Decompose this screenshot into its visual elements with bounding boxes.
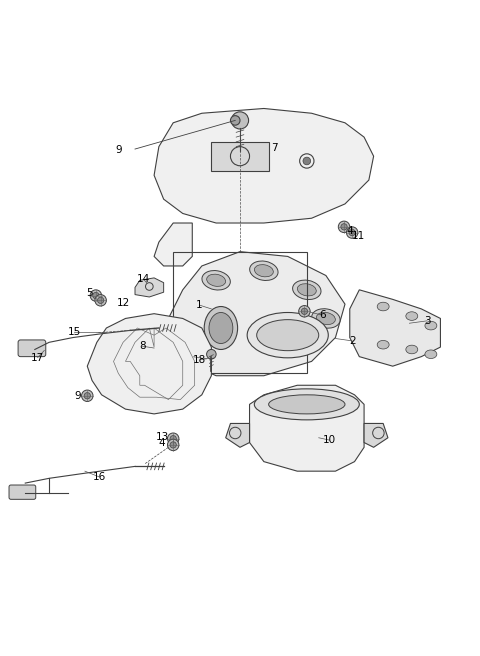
Circle shape — [168, 433, 179, 445]
Text: 12: 12 — [117, 298, 130, 308]
Ellipse shape — [377, 340, 389, 349]
Ellipse shape — [204, 306, 238, 350]
Circle shape — [206, 350, 216, 359]
Text: 3: 3 — [424, 316, 431, 326]
Text: 8: 8 — [139, 341, 145, 351]
Text: 11: 11 — [352, 231, 365, 241]
Circle shape — [299, 306, 310, 317]
Circle shape — [170, 436, 176, 442]
Circle shape — [303, 157, 311, 165]
Circle shape — [301, 308, 308, 314]
Text: 1: 1 — [196, 300, 203, 310]
Text: 7: 7 — [271, 143, 277, 153]
Circle shape — [97, 297, 104, 304]
Ellipse shape — [209, 312, 233, 344]
Bar — [173, 252, 307, 373]
Circle shape — [347, 227, 358, 238]
Circle shape — [95, 295, 107, 306]
Text: 4: 4 — [159, 438, 166, 449]
Polygon shape — [364, 423, 388, 447]
Polygon shape — [168, 252, 345, 376]
Polygon shape — [211, 142, 269, 171]
Ellipse shape — [254, 264, 273, 277]
Circle shape — [170, 441, 176, 448]
Ellipse shape — [207, 274, 226, 287]
Polygon shape — [250, 385, 364, 471]
Ellipse shape — [316, 312, 336, 325]
Ellipse shape — [297, 283, 316, 296]
Circle shape — [90, 290, 102, 301]
Text: 2: 2 — [349, 336, 356, 346]
Circle shape — [338, 221, 350, 233]
FancyBboxPatch shape — [9, 485, 36, 499]
Ellipse shape — [250, 261, 278, 281]
Text: 17: 17 — [31, 352, 44, 363]
Text: 13: 13 — [156, 432, 169, 441]
Polygon shape — [87, 314, 211, 414]
Circle shape — [93, 293, 99, 298]
Ellipse shape — [406, 312, 418, 320]
Circle shape — [168, 440, 179, 451]
Text: 18: 18 — [193, 355, 206, 365]
Ellipse shape — [293, 280, 321, 300]
Text: 9: 9 — [115, 145, 121, 155]
Ellipse shape — [254, 389, 360, 420]
Ellipse shape — [257, 319, 319, 351]
Circle shape — [84, 392, 90, 399]
Ellipse shape — [247, 312, 328, 358]
Text: 16: 16 — [93, 472, 106, 482]
Circle shape — [341, 224, 347, 230]
Circle shape — [82, 390, 93, 401]
Ellipse shape — [425, 350, 437, 359]
Text: 10: 10 — [323, 435, 336, 445]
Circle shape — [230, 115, 240, 125]
Ellipse shape — [377, 302, 389, 311]
Ellipse shape — [269, 395, 345, 414]
Polygon shape — [154, 223, 192, 266]
Polygon shape — [135, 278, 164, 297]
Text: 15: 15 — [68, 327, 81, 337]
Ellipse shape — [406, 345, 418, 354]
Text: 4: 4 — [347, 226, 353, 236]
Text: 6: 6 — [319, 310, 325, 320]
Polygon shape — [154, 108, 373, 223]
Text: 14: 14 — [137, 274, 150, 284]
Ellipse shape — [202, 270, 230, 290]
Circle shape — [231, 112, 249, 129]
Polygon shape — [350, 290, 441, 366]
Text: 9: 9 — [74, 391, 81, 401]
Text: 5: 5 — [86, 288, 93, 298]
Circle shape — [349, 230, 355, 236]
Ellipse shape — [425, 321, 437, 330]
Ellipse shape — [312, 309, 340, 328]
Polygon shape — [226, 423, 250, 447]
FancyBboxPatch shape — [18, 340, 46, 357]
